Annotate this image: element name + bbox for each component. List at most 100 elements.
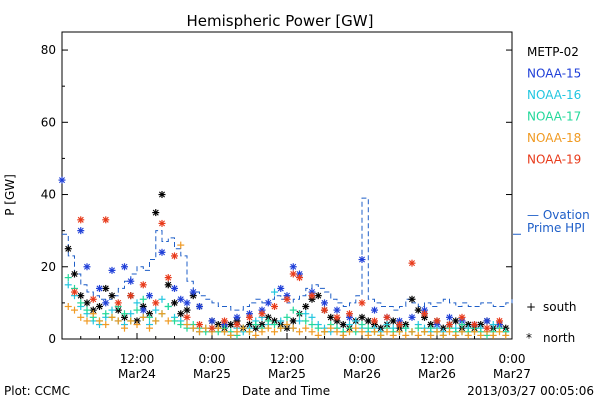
data-point-metp-02: [452, 317, 460, 325]
data-point-noaa-18: [227, 331, 235, 339]
data-point-noaa-16: [127, 310, 135, 318]
data-point-metp-02: [439, 324, 447, 332]
data-point-noaa-17: [164, 302, 172, 310]
data-point-noaa-18: [189, 324, 197, 332]
data-point-noaa-18: [114, 317, 122, 325]
data-point-noaa-18: [102, 321, 110, 329]
x-tick-time-label: 0:00: [349, 352, 376, 366]
data-point-noaa-18: [452, 331, 460, 339]
legend-entry-noaa-17: NOAA-17: [527, 110, 581, 124]
data-point-noaa-18: [202, 324, 210, 332]
data-point-noaa-18: [396, 328, 403, 336]
data-point-noaa-15: [83, 263, 91, 271]
data-point-noaa-16: [277, 317, 285, 325]
data-point-noaa-17: [64, 274, 72, 282]
data-point-noaa-17: [458, 321, 466, 329]
data-point-noaa-15: [102, 299, 110, 307]
data-point-noaa-18: [352, 324, 360, 332]
data-point-noaa-19: [483, 324, 491, 332]
data-point-metp-02: [171, 299, 178, 307]
data-point-metp-02: [408, 295, 416, 303]
data-point-metp-02: [364, 317, 372, 325]
data-point-noaa-15: [233, 313, 241, 321]
y-axis-ticks: 0 20 40 60 80: [41, 43, 512, 346]
satellite-legend: METP-02 NOAA-15 NOAA-16 NOAA-17 NOAA-18 NOAA-…: [527, 45, 581, 167]
x-tick-date-label: Mar26: [343, 367, 381, 381]
legend-entry-noaa-15: NOAA-15: [527, 67, 581, 81]
data-point-metp-02: [96, 302, 103, 310]
data-point-noaa-18: [433, 328, 441, 336]
data-point-noaa-17: [77, 299, 85, 307]
x-tick-date-label: Mar25: [193, 367, 231, 381]
data-point-noaa-18: [177, 241, 185, 249]
data-point-metp-02: [358, 313, 366, 321]
data-point-noaa-18: [183, 321, 191, 329]
data-point-noaa-19: [296, 274, 303, 282]
data-point-noaa-17: [83, 306, 91, 314]
data-point-noaa-19: [421, 310, 428, 318]
x-tick-time-label: 0:00: [199, 352, 226, 366]
data-point-noaa-17: [314, 324, 322, 332]
data-point-noaa-19: [164, 274, 172, 282]
data-point-noaa-15: [483, 317, 491, 325]
data-point-noaa-18: [89, 310, 97, 318]
data-point-noaa-17: [427, 324, 435, 332]
data-point-metp-02: [108, 292, 116, 300]
data-point-noaa-18: [233, 328, 241, 336]
data-point-noaa-18: [371, 328, 378, 336]
footer-timestamp: 2013/03/27 00:05:06: [467, 384, 594, 398]
x-tick-date-label: Mar26: [418, 367, 456, 381]
data-point-metp-02: [246, 321, 253, 329]
data-point-noaa-17: [146, 313, 153, 321]
data-point-noaa-15: [277, 284, 285, 292]
data-point-noaa-19: [71, 288, 78, 296]
data-point-noaa-19: [458, 313, 466, 321]
data-point-noaa-18: [127, 317, 135, 325]
data-point-noaa-17: [264, 317, 272, 325]
data-point-noaa-15: [77, 227, 85, 235]
data-point-noaa-18: [346, 328, 353, 336]
data-point-noaa-17: [358, 321, 366, 329]
data-point-noaa-19: [308, 292, 316, 300]
data-point-noaa-18: [308, 328, 316, 336]
data-point-noaa-17: [283, 313, 291, 321]
data-point-noaa-18: [221, 328, 228, 336]
data-point-noaa-17: [308, 321, 316, 329]
data-point-noaa-15: [208, 317, 216, 325]
data-point-metp-02: [183, 306, 191, 314]
data-point-noaa-18: [158, 310, 166, 318]
data-point-noaa-19: [358, 299, 366, 307]
ovation-label-line1: — Ovation: [527, 208, 590, 222]
y-tick-label: 80: [41, 43, 56, 57]
data-point-noaa-19: [271, 302, 278, 310]
data-point-metp-02: [77, 292, 85, 300]
data-point-metp-02: [83, 299, 91, 307]
data-point-noaa-18: [402, 331, 410, 339]
data-point-noaa-19: [89, 295, 97, 303]
marker-key-south-symbol: +: [526, 300, 536, 314]
data-point-noaa-18: [327, 324, 335, 332]
data-point-noaa-18: [489, 331, 497, 339]
data-point-noaa-19: [158, 219, 166, 227]
data-point-noaa-18: [496, 328, 503, 336]
data-point-noaa-17: [121, 310, 128, 318]
x-tick-time-label: 12:00: [420, 352, 455, 366]
data-point-noaa-19: [196, 321, 203, 329]
data-point-noaa-18: [389, 331, 397, 339]
data-point-metp-02: [302, 302, 310, 310]
data-point-metp-02: [402, 321, 410, 329]
data-point-noaa-15: [146, 292, 153, 300]
data-point-noaa-15: [108, 266, 116, 274]
data-point-noaa-18: [296, 328, 303, 336]
data-point-noaa-15: [189, 288, 197, 296]
data-point-noaa-16: [489, 321, 497, 329]
data-point-noaa-18: [314, 331, 322, 339]
data-point-noaa-18: [283, 321, 291, 329]
data-point-metp-02: [271, 317, 278, 325]
data-point-noaa-19: [127, 292, 135, 300]
data-point-noaa-17: [402, 324, 410, 332]
data-point-noaa-19: [408, 259, 416, 267]
data-point-noaa-15: [121, 263, 128, 271]
data-point-noaa-15: [139, 306, 147, 314]
data-point-noaa-17: [302, 317, 310, 325]
